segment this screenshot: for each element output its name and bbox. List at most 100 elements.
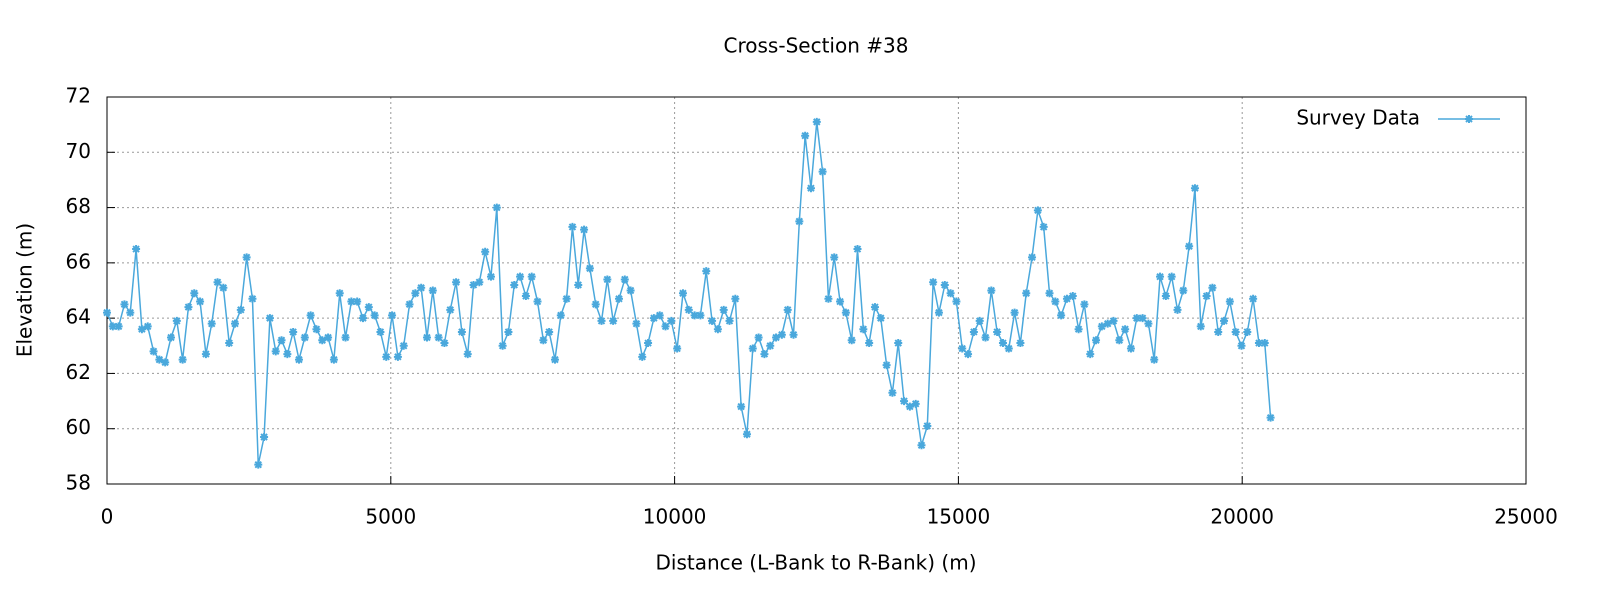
marker (574, 280, 583, 289)
y-tick-label: 60 (66, 415, 91, 439)
marker (836, 297, 845, 306)
marker (969, 327, 978, 336)
marker (1144, 319, 1153, 328)
marker (457, 327, 466, 336)
marker (777, 330, 786, 339)
marker (597, 316, 606, 325)
marker (1167, 272, 1176, 281)
marker (1237, 341, 1246, 350)
marker (417, 283, 426, 292)
marker (1004, 344, 1013, 353)
marker (1039, 222, 1048, 231)
marker (545, 327, 554, 336)
marker (533, 297, 542, 306)
marker (632, 319, 641, 328)
legend-label: Survey Data (1296, 106, 1420, 130)
marker (1179, 286, 1188, 295)
marker (172, 316, 181, 325)
marker (1062, 294, 1071, 303)
marker (702, 267, 711, 276)
marker (998, 339, 1007, 348)
marker (300, 333, 309, 342)
marker (556, 311, 565, 320)
marker (847, 336, 856, 345)
marker (1173, 305, 1182, 314)
marker (481, 247, 490, 256)
marker (1185, 242, 1194, 251)
marker (254, 460, 263, 469)
marker (1266, 413, 1275, 422)
line (106, 121, 1272, 465)
marker (806, 184, 815, 193)
marker (1068, 292, 1077, 301)
marker (626, 286, 635, 295)
y-tick-label: 66 (66, 249, 91, 273)
marker (1092, 336, 1101, 345)
marker (958, 344, 967, 353)
marker (923, 421, 932, 430)
marker (696, 311, 705, 320)
marker (388, 311, 397, 320)
marker (510, 280, 519, 289)
marker (760, 350, 769, 359)
marker (166, 333, 175, 342)
marker (1196, 322, 1205, 331)
marker (801, 131, 810, 140)
marker (324, 333, 333, 342)
marker (1254, 339, 1263, 348)
marker (1150, 355, 1159, 364)
marker (265, 314, 274, 323)
y-tick-label: 70 (66, 139, 91, 163)
marker (690, 311, 699, 320)
marker (393, 352, 402, 361)
marker (306, 311, 315, 320)
marker (783, 305, 792, 314)
marker (1057, 311, 1066, 320)
marker (248, 294, 257, 303)
marker (242, 253, 251, 262)
marker (201, 350, 210, 359)
y-tick-label: 64 (66, 305, 91, 329)
marker (638, 352, 647, 361)
marker (655, 311, 664, 320)
marker (422, 333, 431, 342)
marker (789, 330, 798, 339)
marker (277, 336, 286, 345)
marker (795, 217, 804, 226)
marker (1249, 294, 1258, 303)
marker (527, 272, 536, 281)
y-tick-label: 58 (66, 471, 91, 495)
marker (207, 319, 216, 328)
marker (853, 245, 862, 254)
marker (271, 347, 280, 356)
marker (993, 327, 1002, 336)
marker (434, 333, 443, 342)
marker (1225, 297, 1234, 306)
marker (219, 283, 228, 292)
marker (1028, 253, 1037, 262)
x-tick-label: 5000 (365, 505, 416, 529)
marker (178, 355, 187, 364)
marker (841, 308, 850, 317)
y-tick-label: 68 (66, 194, 91, 218)
marker (516, 272, 525, 281)
marker (673, 344, 682, 353)
marker (1016, 339, 1025, 348)
marker (946, 289, 955, 298)
x-tick-label: 15000 (927, 505, 991, 529)
marker (440, 339, 449, 348)
marker (492, 203, 501, 212)
marker (684, 305, 693, 314)
marker (335, 289, 344, 298)
marker (312, 325, 321, 334)
marker (981, 333, 990, 342)
marker (236, 305, 245, 314)
marker (713, 325, 722, 334)
marker (818, 167, 827, 176)
marker (382, 352, 391, 361)
marker (463, 350, 472, 359)
marker (155, 355, 164, 364)
marker (952, 297, 961, 306)
x-tick-label: 25000 (1494, 505, 1558, 529)
